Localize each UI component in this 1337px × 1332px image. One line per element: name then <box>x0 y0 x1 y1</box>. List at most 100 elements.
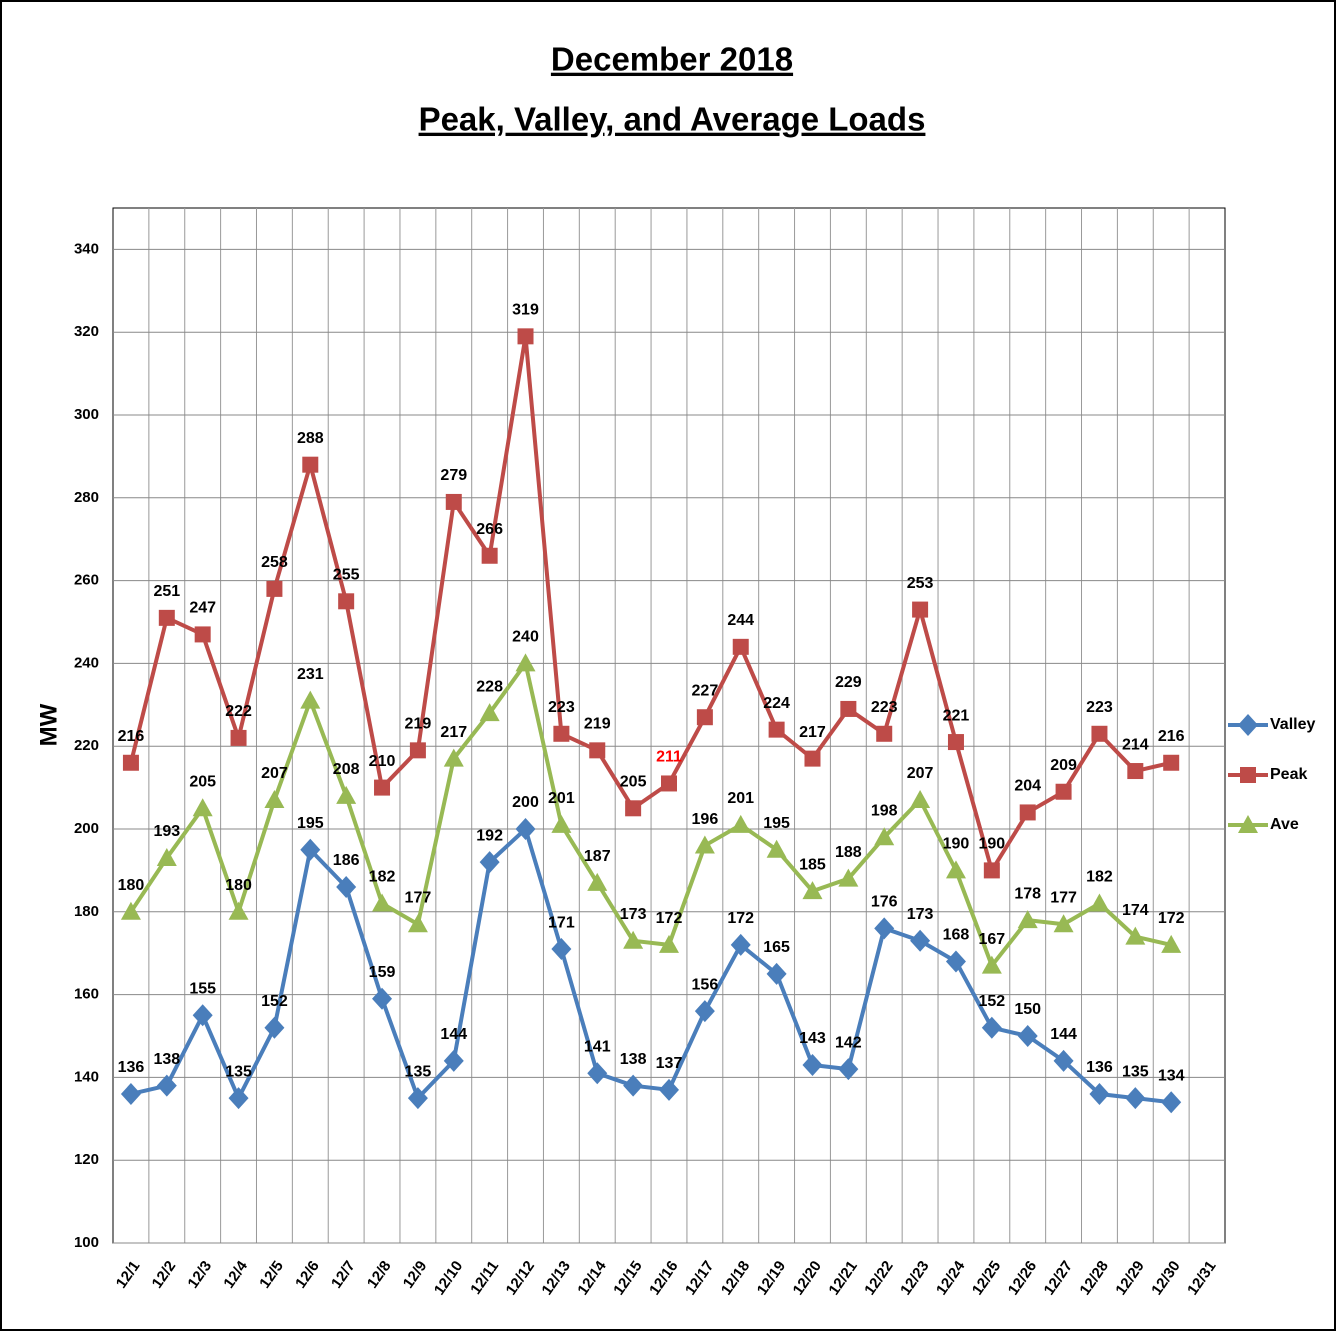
data-label: 207 <box>261 765 288 782</box>
data-label: 185 <box>799 856 826 873</box>
point-marker <box>1055 783 1072 800</box>
data-label: 240 <box>512 629 539 646</box>
point-marker <box>230 729 247 746</box>
point-marker <box>266 580 283 597</box>
data-label: 138 <box>153 1051 180 1068</box>
point-marker <box>192 798 213 817</box>
point-marker <box>874 917 895 940</box>
data-label: 172 <box>727 910 754 927</box>
point-marker <box>372 987 393 1010</box>
data-label: 319 <box>512 302 539 319</box>
data-label: 192 <box>476 827 503 844</box>
point-marker <box>730 814 751 833</box>
point-marker <box>228 901 249 920</box>
data-label: 266 <box>476 521 503 538</box>
y-tick-label: 180 <box>74 903 99 920</box>
y-tick-label: 240 <box>74 654 99 671</box>
chart-title: December 2018 <box>551 41 793 78</box>
point-marker <box>947 734 964 751</box>
data-label: 244 <box>727 612 754 629</box>
data-label: 138 <box>620 1051 647 1068</box>
data-label: 144 <box>1050 1026 1077 1043</box>
data-label: 142 <box>835 1034 862 1051</box>
data-label: 216 <box>118 728 145 745</box>
point-marker <box>302 456 319 473</box>
data-label: 208 <box>333 761 360 778</box>
point-marker <box>838 868 859 887</box>
point-marker <box>336 875 357 898</box>
data-label: 159 <box>369 964 396 981</box>
legend-label: Valley <box>1270 716 1315 733</box>
point-marker <box>983 862 1000 879</box>
point-marker <box>981 955 1002 974</box>
point-marker <box>228 1087 249 1110</box>
point-marker <box>407 1087 428 1110</box>
data-label: 216 <box>1158 728 1185 745</box>
point-marker <box>876 725 893 742</box>
point-marker <box>515 653 536 672</box>
point-marker <box>874 827 895 846</box>
data-label: 174 <box>1122 902 1149 919</box>
data-label: 180 <box>225 877 252 894</box>
data-label: 207 <box>907 765 934 782</box>
point-marker <box>694 1000 715 1023</box>
data-label: 196 <box>692 811 719 828</box>
data-label: 182 <box>1086 869 1113 886</box>
point-marker <box>838 1058 859 1081</box>
data-label: 137 <box>656 1055 683 1072</box>
data-label: 150 <box>1014 1001 1041 1018</box>
point-marker <box>192 1004 213 1027</box>
point-marker <box>1019 804 1036 821</box>
data-label: 288 <box>297 430 324 447</box>
data-label: 178 <box>1014 885 1041 902</box>
point-marker <box>551 814 572 833</box>
point-marker <box>1240 767 1256 783</box>
point-marker <box>338 593 355 610</box>
data-label: 156 <box>692 976 719 993</box>
point-marker <box>300 690 321 709</box>
data-label: 135 <box>405 1063 432 1080</box>
data-label: 198 <box>871 802 898 819</box>
data-label: 136 <box>118 1059 145 1076</box>
point-marker <box>1125 1087 1146 1110</box>
point-marker <box>1238 714 1258 736</box>
data-label: 176 <box>871 894 898 911</box>
data-label: 172 <box>1158 910 1185 927</box>
point-marker <box>264 1016 285 1039</box>
data-label: 165 <box>763 939 790 956</box>
point-marker <box>732 638 749 655</box>
point-marker <box>1125 926 1146 945</box>
point-marker <box>912 601 929 618</box>
data-label: 258 <box>261 554 288 571</box>
point-marker <box>156 1074 177 1097</box>
data-label: 190 <box>978 836 1005 853</box>
data-label: 188 <box>835 844 862 861</box>
data-label: 152 <box>978 993 1005 1010</box>
y-tick-label: 300 <box>74 406 99 423</box>
point-marker <box>158 609 175 626</box>
plot-area <box>112 207 1226 1244</box>
point-marker <box>372 893 393 912</box>
y-tick-label: 100 <box>74 1234 99 1251</box>
point-marker <box>659 1078 679 1101</box>
y-tick-label: 140 <box>74 1068 99 1085</box>
point-marker <box>981 1016 1002 1039</box>
chart-subtitle: Peak, Valley, and Average Loads <box>419 101 926 138</box>
point-marker <box>804 750 821 767</box>
y-axis-label: MW <box>35 703 62 746</box>
point-marker <box>661 775 677 792</box>
point-marker <box>264 790 285 809</box>
data-label: 195 <box>763 815 790 832</box>
point-marker <box>481 547 498 564</box>
data-label: 173 <box>620 906 647 923</box>
data-label: 224 <box>763 695 790 712</box>
series-line <box>128 334 1172 873</box>
data-label: 134 <box>1158 1067 1185 1084</box>
y-tick-label: 120 <box>74 1151 99 1168</box>
point-marker <box>122 754 139 771</box>
point-marker <box>120 901 141 920</box>
y-tick-label: 260 <box>74 572 99 589</box>
point-marker <box>1017 1025 1038 1047</box>
data-label: 223 <box>871 699 898 716</box>
